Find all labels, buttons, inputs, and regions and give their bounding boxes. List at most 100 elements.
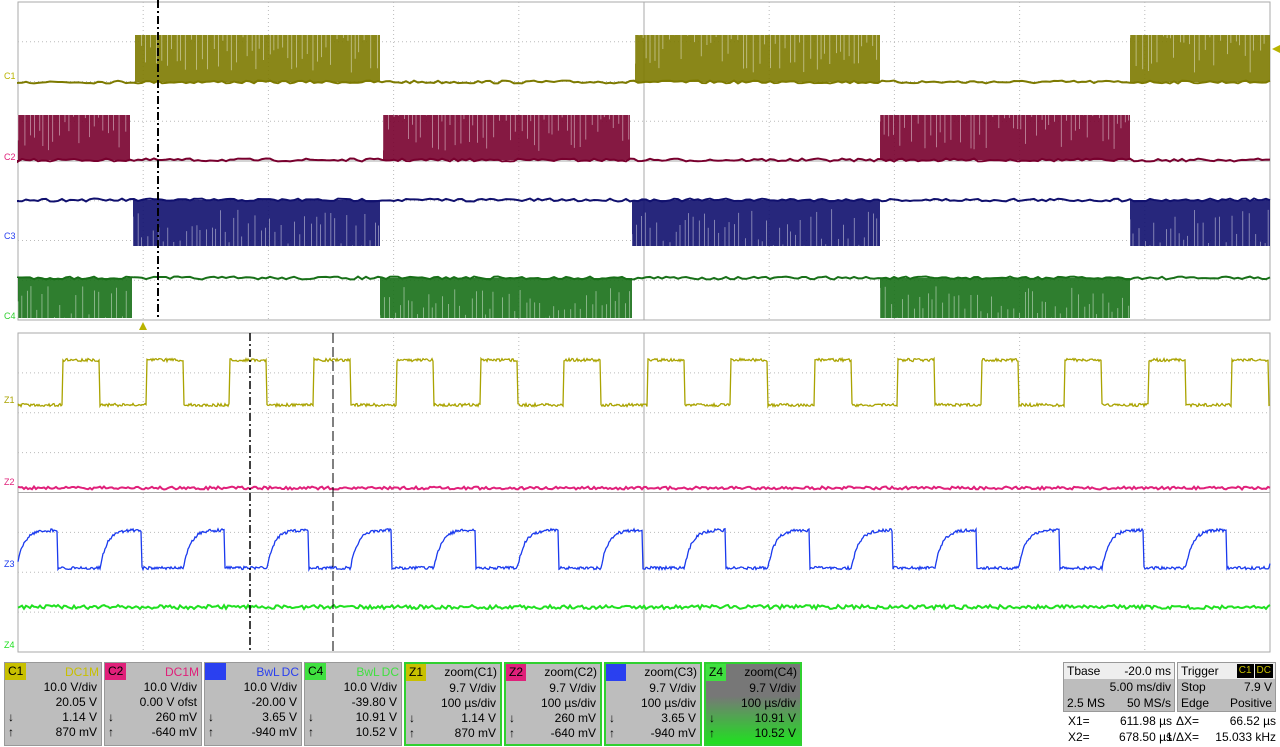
scale: 10.0 V/div (43, 680, 97, 694)
zoom-source: zoom(C2) (544, 665, 597, 679)
channel-box: C3 BwL DC 10.0 V/div -20.00 V ↓ 3.65 V ↑ -940 mV (204, 662, 302, 746)
channel-name: C4 (305, 663, 327, 680)
trig-type: Edge (1181, 696, 1210, 710)
zoom-source: zoom(C1) (444, 665, 497, 679)
trace (17, 157, 1271, 164)
row: Trigger C1 DC (1178, 663, 1275, 679)
trig-level: 7.9 V (1243, 680, 1272, 694)
row: Tbase -20.0 ms (1064, 663, 1174, 679)
tb-div: 5.00 ms/div (1109, 680, 1171, 694)
cursor-readout: 15.033 kHz (1215, 730, 1276, 744)
cursor-row: ↓ 260 mV (105, 710, 201, 725)
tb-delay: -20.0 ms (1124, 664, 1171, 678)
signal-burst (880, 278, 1130, 318)
cursor-readout: X1= (1068, 714, 1090, 728)
box-header: C3 BwL DC (205, 663, 301, 680)
cursor-value: -640 mV (550, 726, 596, 740)
trace-label: Z3 (4, 559, 15, 569)
signal-burst (18, 115, 130, 160)
arrow: ↑ (208, 725, 214, 739)
badges: DC1M (65, 665, 99, 679)
channel-box: Z1 zoom(C1) 9.7 V/div 100 µs/div ↓ 1.14 V ↑ 870… (404, 662, 502, 746)
zoom-source: zoom(C3) (644, 665, 697, 679)
trigger-box: Trigger C1 DC Stop 7.9 V Edge Positive (1177, 662, 1276, 712)
tb-samples: 2.5 MS (1067, 696, 1106, 710)
cursor-value: 10.52 V (355, 725, 397, 739)
cursor-readout: 611.98 µs (1119, 714, 1172, 728)
row: Stop 7.9 V (1178, 679, 1275, 695)
trace-label: Z4 (4, 640, 15, 650)
cursor-readout: 678.50 µs (1119, 730, 1172, 744)
arrow: ↑ (509, 726, 515, 740)
cursor-row: ↑ 10.52 V (706, 726, 800, 741)
row: Edge Positive (1178, 695, 1275, 711)
row: 2.5 MS 50 MS/s (1064, 695, 1174, 711)
arrow: ↓ (108, 710, 114, 724)
badge: C1 (1236, 664, 1254, 678)
cursor-row: ↑ -940 mV (606, 726, 700, 741)
signal-burst (1130, 35, 1270, 82)
box-header: Z1 zoom(C1) (406, 664, 500, 681)
cursor-value: 10.91 V (355, 710, 397, 724)
trace-label: Z2 (4, 477, 15, 487)
cursor-value: 1.14 V (62, 710, 97, 724)
badge: DC (1254, 664, 1273, 678)
badges: BwL DC (256, 665, 299, 679)
cursor-row: ↓ 10.91 V (706, 711, 800, 726)
arrow: ↓ (208, 710, 214, 724)
scale: 9.7 V/div (549, 681, 596, 695)
trace (17, 79, 1271, 85)
cursor-readout: ΔX= (1176, 714, 1200, 728)
badge: DC1M (64, 665, 99, 679)
box-header: C1 DC1M (5, 663, 101, 680)
trace (17, 527, 1271, 572)
cursor-row: ↓ 10.91 V (305, 710, 401, 725)
channel-box: C2 DC1M 10.0 V/div 0.00 V ofst ↓ 260 mV ↑ -640 … (104, 662, 202, 746)
cursor-value: -940 mV (650, 726, 696, 740)
box-header: Z3 zoom(C3) (606, 664, 700, 681)
cursor-row: ↑ -640 mV (105, 725, 201, 740)
trig-mode: Stop (1181, 680, 1206, 694)
trace (17, 484, 1271, 492)
trace-label: C2 (4, 152, 16, 162)
badges: BwL DC (356, 665, 399, 679)
trig-label: Trigger (1181, 664, 1219, 678)
cursor-value: 10.91 V (754, 711, 796, 725)
cursor-readout: 1/ΔX= (1166, 730, 1200, 744)
cursor-row: ↓ 260 mV (506, 711, 600, 726)
offset: 100 µs/div (641, 696, 696, 710)
signal-burst (383, 115, 630, 160)
channel-name: C2 (105, 663, 127, 680)
signal-burst (635, 35, 880, 82)
cursor-value: 870 mV (454, 726, 496, 740)
cursor-value: 10.52 V (754, 726, 796, 740)
box-header: C4 BwL DC (305, 663, 401, 680)
timebase-box: Tbase -20.0 ms 5.00 ms/div 2.5 MS 50 MS/s (1063, 662, 1175, 712)
offset: 100 µs/div (441, 696, 496, 710)
channel-name: Z4 (706, 664, 727, 681)
cursor-row: ↑ -640 mV (506, 726, 600, 741)
cursor-readout: X2= (1068, 730, 1090, 744)
channel-box: Z2 zoom(C2) 9.7 V/div 100 µs/div ↓ 260 mV ↑ -64… (504, 662, 602, 746)
badges: C1 DC (1236, 664, 1273, 678)
scale: 9.7 V/div (749, 681, 796, 695)
trig-slope: Positive (1229, 696, 1272, 710)
offset: 20.05 V (55, 695, 97, 709)
offset: 100 µs/div (741, 696, 796, 710)
signal-burst (632, 200, 880, 246)
trace-label: C1 (4, 71, 16, 81)
cursor-value: -640 mV (151, 725, 197, 739)
signal-burst (133, 200, 380, 246)
scale: 10.0 V/div (143, 680, 197, 694)
cursor-value: 870 mV (55, 725, 97, 739)
offset: 100 µs/div (541, 696, 596, 710)
cursor-row: ↑ 870 mV (406, 726, 500, 741)
arrow: ↓ (409, 711, 415, 725)
arrow: ↑ (409, 726, 415, 740)
cursor-row: ↑ 870 mV (5, 725, 101, 740)
cursor-row: ↓ 3.65 V (205, 710, 301, 725)
channel-name: C1 (5, 663, 27, 680)
scale: 9.7 V/div (649, 681, 696, 695)
cursor-row: ↑ 10.52 V (305, 725, 401, 740)
cursor-value: 1.14 V (461, 711, 496, 725)
